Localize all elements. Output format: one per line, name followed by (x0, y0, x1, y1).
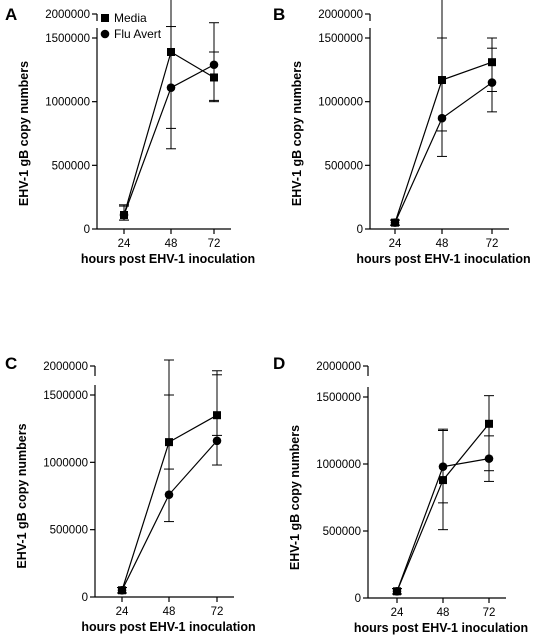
x-tick-label: 24 (116, 606, 129, 618)
x-tick-label: 24 (391, 607, 404, 619)
y-tick-label: 0 (84, 224, 90, 236)
series-circle-flu-avert (390, 0, 497, 227)
y-axis-title: EHV-1 gB copy numbers (15, 423, 29, 568)
legend-marker-circle (100, 29, 110, 39)
y-tick-label: 1500000 (316, 392, 361, 404)
x-tick-label: 48 (437, 607, 450, 619)
data-point-circle (209, 60, 219, 70)
x-tick-label: 24 (118, 238, 131, 250)
y-tick-label: 2000000 (43, 361, 88, 373)
y-tick-label: 2000000 (316, 361, 361, 373)
y-tick-label: 500000 (323, 526, 361, 538)
y-tick-label: 1500000 (43, 390, 88, 402)
y-tick-label: 1500000 (45, 33, 90, 45)
panel-letter: B (273, 5, 285, 24)
data-point-circle (166, 83, 176, 92)
y-tick-label: 1000000 (45, 97, 90, 109)
x-tick-label: 72 (483, 607, 496, 619)
x-axis-title: hours post EHV-1 inoculation (356, 252, 530, 266)
series-circle-flu-avert (117, 359, 222, 595)
y-tick-label: 500000 (52, 160, 90, 172)
y-axis-title: EHV-1 gB copy numbers (290, 61, 304, 206)
data-point-circle (119, 210, 129, 220)
x-tick-label: 48 (163, 606, 176, 618)
chart-panel-b: B 0 500000 1000000 1500000 2000000 24 48 72 hours… (273, 0, 531, 266)
legend: Media Flu Avert (100, 11, 162, 41)
series-line (394, 82, 493, 223)
legend-marker-square (101, 14, 109, 22)
panel-letter: D (273, 354, 285, 373)
y-tick-label: 0 (82, 592, 88, 604)
series-line (123, 51, 215, 216)
x-tick-label: 72 (208, 238, 221, 250)
data-point-circle (437, 113, 447, 123)
y-tick-label: 2000000 (318, 9, 363, 21)
y-tick-label: 500000 (325, 160, 363, 172)
data-point-circle (484, 454, 494, 463)
y-axis-title: EHV-1 gB copy numbers (17, 61, 31, 206)
y-tick-label: 1000000 (43, 457, 88, 469)
chart-panel-c: C 0 500000 1000000 1500000 2000000 24 48 72 hours… (5, 354, 256, 634)
y-axis-title: EHV-1 gB copy numbers (288, 425, 302, 570)
chart-panel-d: D 0 500000 1000000 1500000 2000000 24 48 72 hours… (273, 354, 528, 635)
data-point-square (485, 419, 493, 428)
x-tick-label: 48 (436, 238, 449, 250)
y-tick-label: 0 (355, 593, 361, 605)
y-tick-label: 1500000 (318, 33, 363, 45)
panel-letter: C (5, 354, 17, 373)
y-tick-label: 500000 (50, 525, 88, 537)
x-tick-label: 72 (486, 238, 499, 250)
data-point-circle (164, 490, 174, 499)
data-point-circle (390, 218, 400, 227)
series-line (394, 61, 493, 223)
data-point-circle (487, 78, 497, 87)
y-tick-label: 2000000 (45, 9, 90, 21)
x-tick-label: 48 (165, 238, 178, 250)
x-axis-title: hours post EHV-1 inoculation (81, 252, 255, 266)
x-tick-label: 72 (211, 606, 224, 618)
data-point-circle (212, 436, 222, 446)
y-tick-label: 0 (357, 224, 363, 236)
chart-panel-a: A 0 500000 1000000 1500000 2000000 24 48 72 hours… (5, 0, 255, 266)
x-axis-title: hours post EHV-1 inoculation (354, 621, 528, 635)
data-point-circle (438, 462, 448, 471)
y-tick-label: 1000000 (318, 97, 363, 109)
panel-letter: A (5, 5, 17, 24)
legend-label: Media (114, 11, 147, 25)
x-axis-title: hours post EHV-1 inoculation (81, 620, 255, 634)
series-circle-flu-avert (392, 430, 494, 596)
x-tick-label: 24 (389, 238, 402, 250)
legend-label: Flu Avert (114, 27, 162, 41)
y-tick-label: 1000000 (316, 459, 361, 471)
data-point-circle (392, 587, 402, 596)
series-circle-flu-avert (119, 22, 219, 221)
data-point-circle (117, 585, 127, 595)
